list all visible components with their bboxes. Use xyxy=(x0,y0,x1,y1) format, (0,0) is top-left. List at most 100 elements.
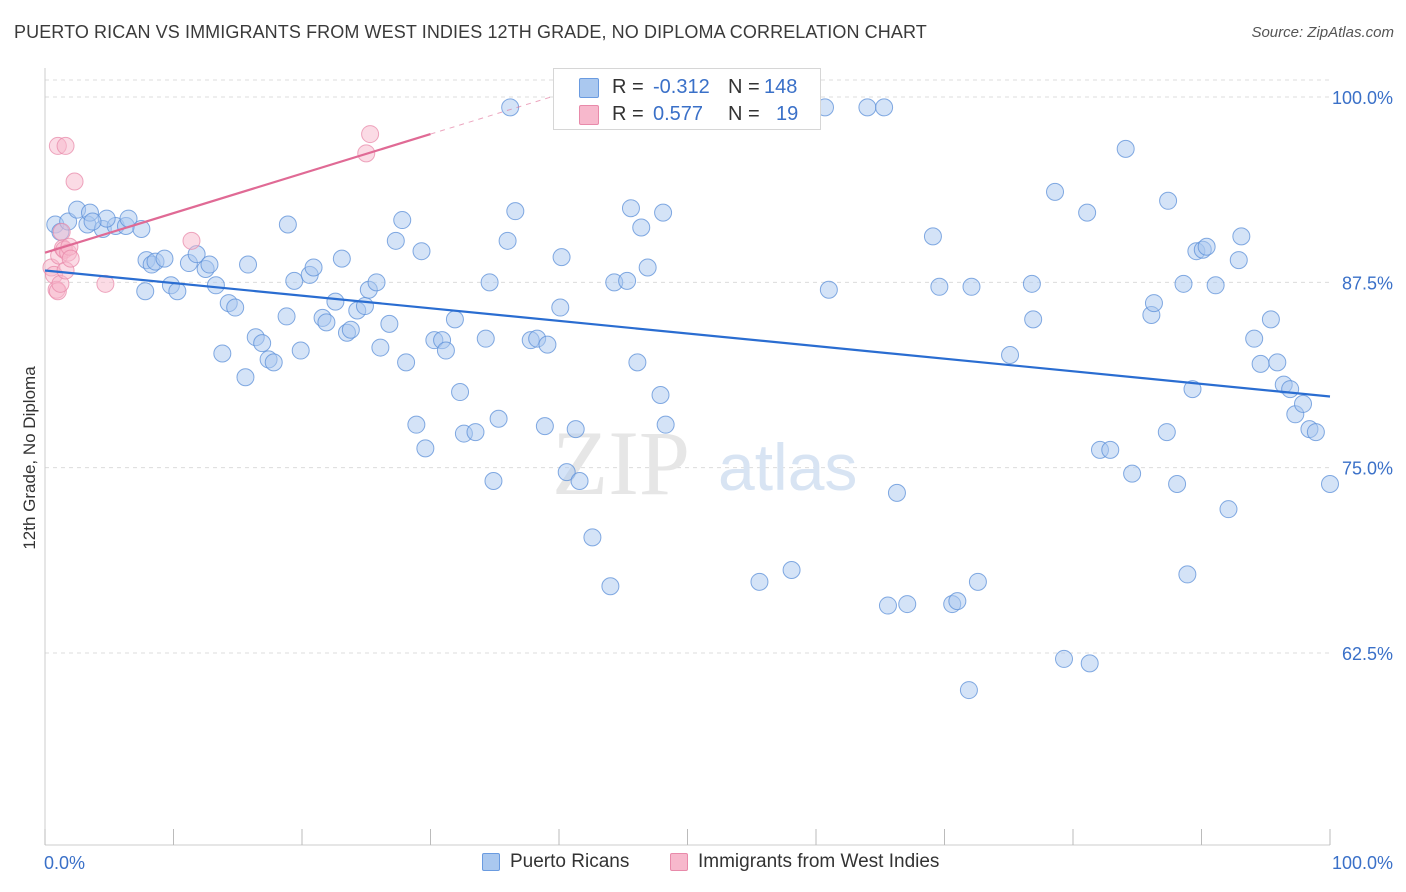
data-point-puerto-ricans xyxy=(291,341,310,360)
data-point-puerto-ricans xyxy=(538,335,557,354)
legend-n-label: N = xyxy=(728,103,760,125)
legend-swatch-pink xyxy=(670,853,688,871)
legend-item-west-indies: Immigrants from West Indies xyxy=(670,851,939,873)
data-point-west-indies xyxy=(56,136,75,155)
data-point-puerto-ricans xyxy=(1080,654,1099,673)
data-point-puerto-ricans xyxy=(651,386,670,405)
data-point-puerto-ricans xyxy=(326,292,345,311)
watermark-atlas: atlas xyxy=(718,430,857,504)
data-point-west-indies xyxy=(61,249,80,268)
data-point-puerto-ricans xyxy=(445,310,464,329)
data-point-puerto-ricans xyxy=(551,298,570,317)
bottom-legend: Puerto Ricans Immigrants from West Indie… xyxy=(0,851,1406,879)
legend-n-label: N = xyxy=(728,76,760,98)
data-point-puerto-ricans xyxy=(278,215,297,234)
data-point-puerto-ricans xyxy=(386,231,405,250)
data-point-puerto-ricans xyxy=(412,242,431,261)
data-point-puerto-ricans xyxy=(968,572,987,591)
data-point-puerto-ricans xyxy=(451,383,470,402)
legend-n-value: 148 xyxy=(764,76,798,98)
data-point-puerto-ricans xyxy=(155,249,174,268)
x-tick-label-min: 0.0% xyxy=(44,853,85,873)
y-tick-label: 75.0% xyxy=(1342,459,1393,479)
data-point-puerto-ricans xyxy=(239,255,258,274)
tick-labels: 62.5% 75.0% 87.5% 100.0% 0.0% 100.0% xyxy=(44,88,1393,873)
data-point-puerto-ricans xyxy=(638,258,657,277)
data-point-puerto-ricans xyxy=(1229,251,1248,270)
data-point-puerto-ricans xyxy=(436,341,455,360)
data-point-puerto-ricans xyxy=(200,255,219,274)
legend-n-value: 19 xyxy=(776,103,799,125)
data-point-puerto-ricans xyxy=(83,212,102,231)
data-point-puerto-ricans xyxy=(878,596,897,615)
legend-swatch-blue xyxy=(579,78,599,98)
data-point-west-indies xyxy=(65,172,84,191)
axes xyxy=(44,68,1331,846)
data-point-puerto-ricans xyxy=(213,344,232,363)
data-point-puerto-ricans xyxy=(253,334,272,353)
y-tick-label: 100.0% xyxy=(1332,88,1393,108)
data-point-puerto-ricans xyxy=(552,248,571,267)
data-point-west-indies xyxy=(361,125,380,144)
data-point-puerto-ricans xyxy=(1268,353,1287,372)
data-point-puerto-ricans xyxy=(656,415,675,434)
data-point-puerto-ricans xyxy=(355,297,374,316)
data-point-puerto-ricans xyxy=(819,280,838,299)
data-point-puerto-ricans xyxy=(332,249,351,268)
source-label: Source: ZipAtlas.com xyxy=(1251,24,1394,41)
data-point-puerto-ricans xyxy=(1281,380,1300,399)
data-point-puerto-ricans xyxy=(236,368,255,387)
data-point-puerto-ricans xyxy=(367,273,386,292)
legend-label-west-indies: Immigrants from West Indies xyxy=(698,851,940,872)
data-point-puerto-ricans xyxy=(277,307,296,326)
data-point-puerto-ricans xyxy=(506,202,525,221)
data-point-puerto-ricans xyxy=(476,329,495,348)
legend-r-value: -0.312 xyxy=(653,76,710,98)
data-point-puerto-ricans xyxy=(1168,474,1187,493)
data-point-puerto-ricans xyxy=(948,592,967,611)
data-point-puerto-ricans xyxy=(1123,464,1142,483)
data-point-puerto-ricans xyxy=(1306,423,1325,442)
data-point-puerto-ricans xyxy=(498,231,517,250)
data-point-puerto-ricans xyxy=(535,417,554,436)
y-tick-label: 87.5% xyxy=(1342,273,1393,293)
data-point-puerto-ricans xyxy=(1232,227,1251,246)
data-point-puerto-ricans xyxy=(1078,203,1097,222)
data-point-puerto-ricans xyxy=(304,258,323,277)
legend-r-label: R = xyxy=(612,76,644,98)
data-point-puerto-ricans xyxy=(1294,394,1313,413)
data-point-puerto-ricans xyxy=(1261,310,1280,329)
data-point-puerto-ricans xyxy=(416,439,435,458)
data-point-puerto-ricans xyxy=(654,203,673,222)
data-point-puerto-ricans xyxy=(317,313,336,332)
data-point-puerto-ricans xyxy=(601,577,620,596)
gridlines xyxy=(45,79,1330,654)
data-point-puerto-ricans xyxy=(397,353,416,372)
data-point-puerto-ricans xyxy=(226,298,245,317)
data-point-puerto-ricans xyxy=(136,282,155,301)
data-point-puerto-ricans xyxy=(557,463,576,482)
data-point-puerto-ricans xyxy=(750,572,769,591)
data-point-puerto-ricans xyxy=(1157,423,1176,442)
legend-swatch-blue xyxy=(482,853,500,871)
data-point-puerto-ricans xyxy=(923,227,942,246)
data-point-puerto-ricans xyxy=(480,273,499,292)
data-point-puerto-ricans xyxy=(887,483,906,502)
data-point-puerto-ricans xyxy=(930,277,949,296)
data-point-puerto-ricans xyxy=(1178,565,1197,584)
x-tick-label-max: 100.0% xyxy=(1332,853,1393,873)
data-point-puerto-ricans xyxy=(858,98,877,117)
data-point-puerto-ricans xyxy=(1055,649,1074,668)
trend-line-puerto-ricans xyxy=(44,269,1331,398)
data-point-west-indies xyxy=(182,231,201,250)
data-point-puerto-ricans xyxy=(1197,237,1216,256)
data-point-puerto-ricans xyxy=(1183,380,1202,399)
data-point-puerto-ricans xyxy=(1321,474,1339,493)
trend-lines xyxy=(44,94,1331,398)
data-point-west-indies xyxy=(52,222,71,241)
legend-r-label: R = xyxy=(612,103,644,125)
data-point-puerto-ricans xyxy=(875,98,894,117)
data-point-puerto-ricans xyxy=(264,353,283,372)
series-west-indies xyxy=(42,125,380,301)
